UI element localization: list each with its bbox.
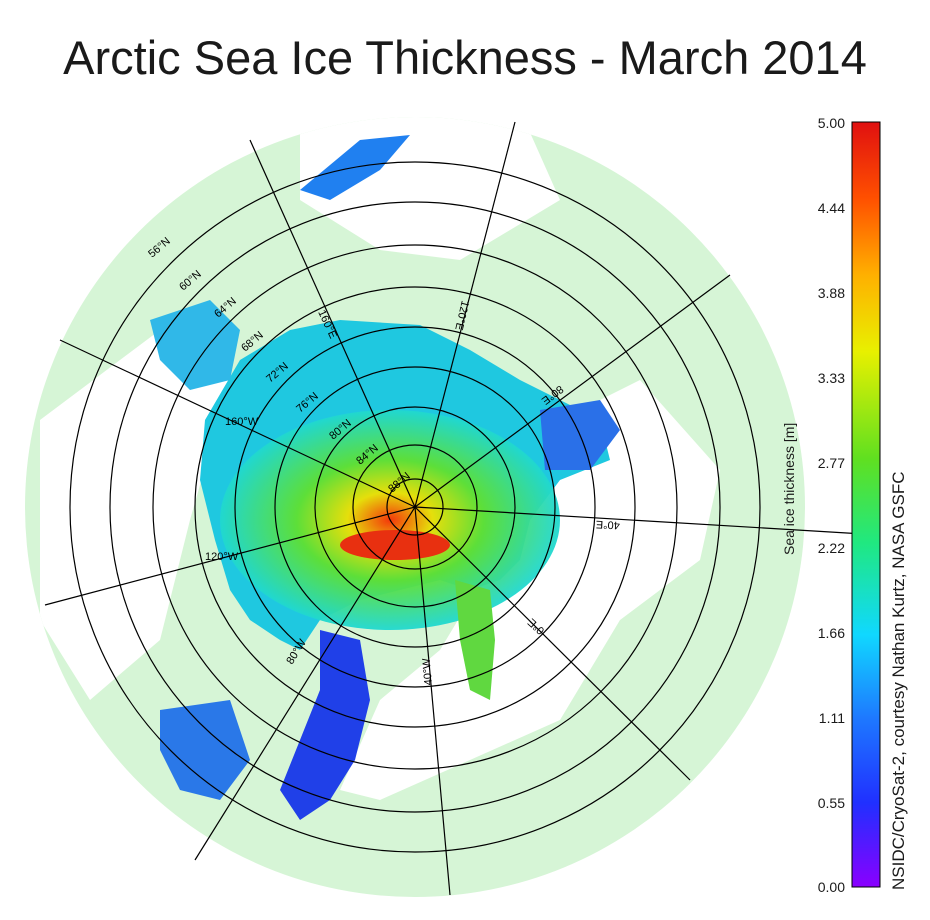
colorbar-tick: 1.11 — [819, 710, 845, 726]
colorbar-tick: 5.00 — [818, 115, 845, 131]
meridians — [44, 121, 881, 896]
colorbar-label: Sea ice thickness [m] — [781, 423, 797, 555]
colorbar-tick: 0.55 — [818, 795, 845, 811]
ice-hudson — [160, 700, 250, 800]
colorbar-ticks: 5.00 4.44 3.88 3.33 2.77 2.22 1.66 1.11 … — [818, 115, 845, 895]
open-ocean-west — [40, 330, 230, 700]
colorbar-tick: 3.33 — [818, 370, 845, 386]
colorbar-tick: 1.66 — [818, 625, 845, 641]
latitude-rings — [69, 161, 761, 853]
colorbar-tick: 2.22 — [818, 540, 845, 556]
colorbar-tick: 0.00 — [818, 879, 845, 895]
colorbar-tick: 3.88 — [818, 285, 845, 301]
open-ocean — [340, 380, 720, 800]
lon-label-40e: 40°E — [596, 518, 621, 531]
credit-text: NSIDC/CryoSat-2, courtesy Nathan Kurtz, … — [889, 471, 908, 890]
ice-thick-red — [340, 530, 450, 560]
lon-label-120w: 120°W — [205, 551, 239, 563]
lon-label-40w: 40°W — [421, 657, 435, 686]
colorbar — [851, 121, 881, 888]
colorbar-tick: 2.77 — [818, 455, 845, 471]
map-title: Arctic Sea Ice Thickness - March 2014 — [63, 31, 867, 84]
ice-fram-strait — [455, 580, 495, 700]
lon-label-160w: 160°W — [225, 416, 259, 428]
ice-baffin — [280, 630, 370, 820]
colorbar-tick: 4.44 — [818, 200, 845, 216]
